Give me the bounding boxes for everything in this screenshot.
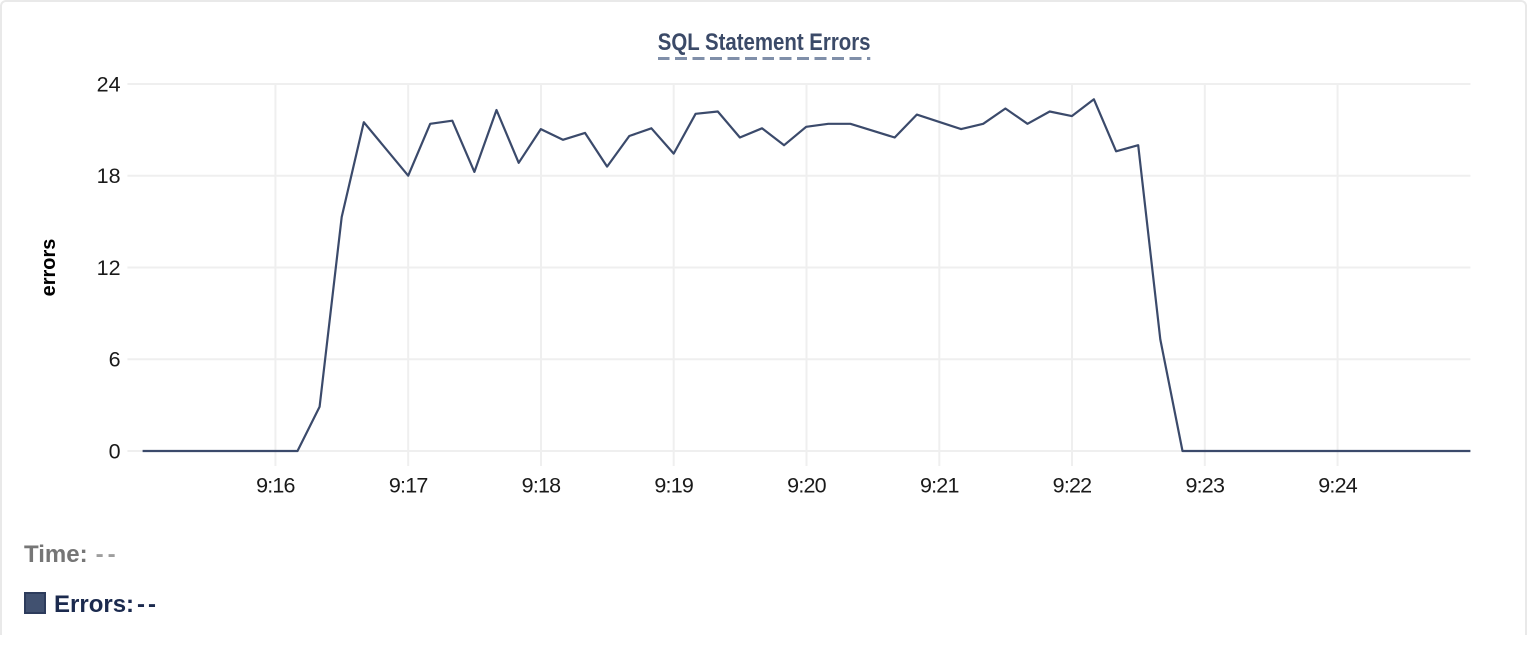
svg-text:9:24: 9:24 xyxy=(1318,473,1357,497)
svg-text:9:17: 9:17 xyxy=(389,473,428,497)
svg-text:9:22: 9:22 xyxy=(1053,473,1092,497)
svg-text:9:19: 9:19 xyxy=(654,473,693,497)
svg-text:9:18: 9:18 xyxy=(522,473,561,497)
svg-text:6: 6 xyxy=(109,348,121,372)
svg-text:18: 18 xyxy=(97,164,121,188)
svg-text:9:21: 9:21 xyxy=(920,473,959,497)
svg-text:24: 24 xyxy=(97,72,121,96)
svg-text:errors: errors xyxy=(38,239,60,297)
svg-text:9:16: 9:16 xyxy=(256,473,295,497)
svg-text:9:20: 9:20 xyxy=(787,473,826,497)
svg-text:0: 0 xyxy=(109,439,121,463)
svg-text:9:23: 9:23 xyxy=(1185,473,1224,497)
svg-text:12: 12 xyxy=(97,256,121,280)
